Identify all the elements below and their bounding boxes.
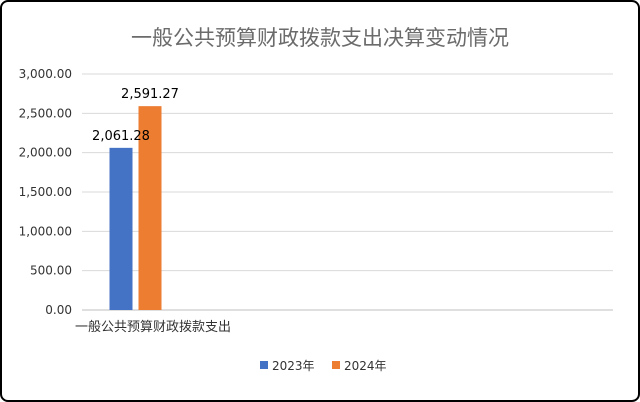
legend-swatch	[260, 361, 268, 369]
legend-label: 2023年	[272, 359, 315, 373]
bar-2024年	[138, 106, 162, 310]
y-tick-label: 2,000.00	[19, 146, 72, 160]
y-tick-label: 2,500.00	[19, 106, 72, 120]
legend-swatch	[332, 361, 340, 369]
category-label: 一般公共预算财政拨款支出	[75, 319, 231, 335]
data-label: 2,591.27	[121, 87, 179, 102]
chart-title: 一般公共预算财政拨款支出决算变动情况	[131, 26, 509, 50]
y-axis-ticks: 0.00 500.00 1,000.00 1,500.00 2,000.00 2,500.…	[19, 67, 72, 317]
gridlines	[82, 73, 613, 311]
legend-label: 2024年	[344, 359, 387, 373]
y-tick-label: 500.00	[30, 264, 72, 278]
legend: 2023年 2024年	[260, 359, 387, 373]
data-label: 2,061.28	[92, 129, 150, 144]
bars	[109, 106, 162, 310]
y-tick-label: 0.00	[45, 303, 72, 317]
y-tick-label: 1,500.00	[19, 185, 72, 199]
y-tick-label: 1,000.00	[19, 224, 72, 238]
y-tick-label: 3,000.00	[19, 67, 72, 81]
data-labels: 2,061.28 2,591.27	[92, 87, 179, 144]
bar-2023年	[109, 147, 133, 310]
